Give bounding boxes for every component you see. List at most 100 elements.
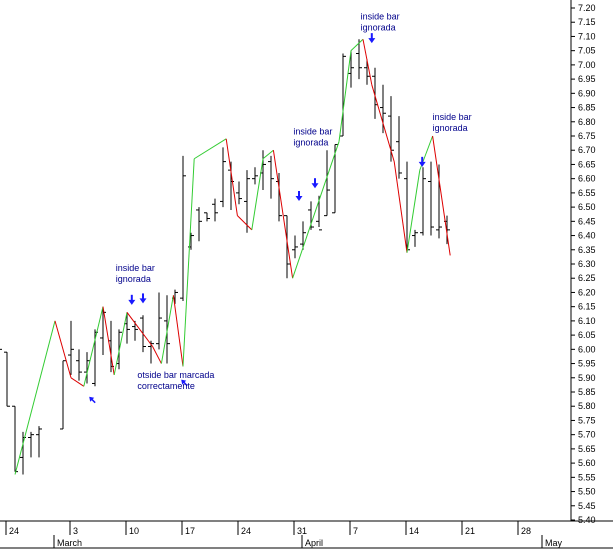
ohlc-bar	[324, 150, 330, 217]
ohlc-bar	[372, 67, 378, 119]
y-tick-label: 5.85	[578, 387, 596, 397]
annotation-line: ignorada	[116, 274, 151, 284]
ohlc-bar	[180, 155, 186, 301]
up-left-arrow-icon	[181, 379, 188, 387]
y-tick-label: 6.95	[578, 74, 596, 84]
y-tick-label: 6.85	[578, 103, 596, 113]
ohlc-bar	[4, 351, 10, 407]
y-tick-label: 7.00	[578, 60, 596, 70]
ohlc-bar	[36, 426, 42, 458]
swing-line-red	[432, 135, 451, 256]
annotation-line: ignorada	[293, 138, 328, 148]
arrow-head	[181, 379, 187, 385]
y-tick-label: 5.65	[578, 444, 596, 454]
ohlc-bar	[284, 215, 290, 279]
swing-line-green	[182, 158, 195, 367]
ohlc-bar	[220, 147, 226, 208]
ohlc-bar	[380, 84, 386, 134]
ohlc-bar	[84, 352, 90, 384]
ohlc-bar	[204, 212, 210, 222]
ohlc-bar	[252, 167, 258, 185]
swing-line-red	[371, 84, 395, 162]
y-tick-label: 6.20	[578, 287, 596, 297]
y-tick-label: 6.90	[578, 88, 596, 98]
ohlc-bar	[396, 116, 402, 179]
y-tick-label: 7.10	[578, 31, 596, 41]
ohlc-bar	[12, 405, 18, 473]
ohlc-bar	[356, 39, 362, 80]
arrow-head	[295, 196, 303, 201]
swing-line-red	[54, 320, 72, 378]
ohlc-bar	[268, 155, 274, 199]
y-tick-label: 6.50	[578, 202, 596, 212]
annotation-line: inside bar	[433, 112, 472, 122]
swing-line-red	[237, 215, 253, 231]
y-tick-label: 6.80	[578, 117, 596, 127]
swing-line-red	[393, 161, 408, 253]
y-tick-label: 6.30	[578, 259, 596, 269]
annotation-line: ignorada	[433, 123, 468, 133]
y-tick-label: 5.50	[578, 487, 596, 497]
y-tick-label: 6.55	[578, 188, 596, 198]
x-day-tick-label: 7	[353, 526, 358, 536]
y-tick-label: 6.45	[578, 216, 596, 226]
x-day-tick-label: 17	[185, 526, 195, 536]
ohlc-bar	[28, 431, 34, 458]
annotation-text: inside bar ignorada	[433, 112, 472, 133]
swing-line-green	[113, 312, 128, 376]
y-tick-label: 6.25	[578, 273, 596, 283]
y-tick-label: 5.95	[578, 359, 596, 369]
annotation-text: otside bar marcada correctamente	[137, 370, 214, 391]
y-tick-label: 6.00	[578, 344, 596, 354]
y-tick-label: 6.05	[578, 330, 596, 340]
arrow-head	[128, 299, 136, 305]
x-day-tick-label: 24	[9, 526, 19, 536]
swing-line-red	[102, 306, 115, 376]
y-tick-label: 5.40	[578, 515, 596, 525]
swing-line-green	[262, 149, 274, 160]
x-day-tick-label: 14	[409, 526, 419, 536]
ohlc-bar	[60, 360, 66, 430]
y-tick-label: 6.40	[578, 231, 596, 241]
ohlc-bar	[292, 235, 298, 259]
y-tick-label: 5.80	[578, 401, 596, 411]
annotation-line: inside bar	[116, 263, 155, 273]
up-left-arrow-icon	[89, 396, 96, 404]
ohlc-bar	[0, 348, 2, 350]
y-tick-label: 7.05	[578, 46, 596, 56]
y-tick-label: 7.20	[578, 3, 596, 13]
swing-line-red	[152, 346, 162, 364]
arrow-head	[311, 183, 319, 189]
swing-line-green	[160, 295, 174, 364]
down-arrow-icon	[368, 33, 376, 44]
ohlc-bar	[212, 198, 218, 222]
down-arrow-icon	[311, 178, 319, 189]
x-day-tick-label: 21	[465, 526, 475, 536]
y-tick-label: 5.75	[578, 415, 596, 425]
x-day-tick-label: 24	[241, 526, 251, 536]
y-tick-label: 6.75	[578, 131, 596, 141]
swing-line-green	[14, 320, 56, 475]
ohlc-bar	[428, 161, 434, 236]
ohlc-bar	[412, 229, 418, 247]
down-arrow-icon	[128, 294, 136, 305]
ohlc-bar	[68, 320, 74, 375]
ohlc-bars	[0, 39, 450, 475]
ohlc-bar	[188, 232, 194, 250]
annotation-line: inside bar	[361, 11, 400, 21]
annotation-line: correctamente	[137, 381, 195, 391]
swing-line-red	[225, 138, 238, 216]
y-tick-labels: 7.20 7.15 7.10 7.05 7.00 6.95 6.90 6.85 6.80 6.75…	[571, 3, 596, 525]
arrow-head	[418, 161, 426, 167]
ohlc-bar	[420, 167, 426, 236]
swing-line-green	[292, 141, 340, 279]
swing-line-green	[338, 50, 352, 142]
ohlc-bar	[300, 221, 306, 250]
ohlc-bar	[436, 164, 442, 239]
swing-line-green	[83, 306, 104, 387]
y-tick-label: 5.60	[578, 458, 596, 468]
y-tick-label: 5.90	[578, 373, 596, 383]
y-tick-label: 6.10	[578, 316, 596, 326]
